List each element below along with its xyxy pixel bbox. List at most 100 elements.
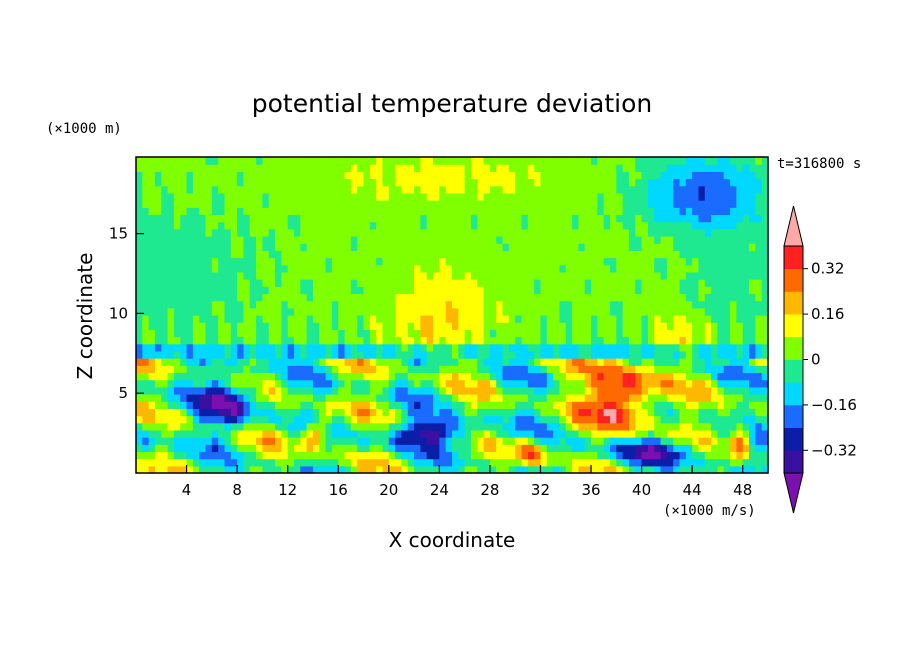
heatmap-cell [628,322,636,330]
heatmap-cell [243,307,251,316]
heatmap-cell [597,451,605,460]
heatmap-cell [243,415,251,424]
heatmap-cell [199,315,207,323]
heatmap-cell [357,372,365,381]
heatmap-cell [534,171,542,180]
heatmap-cell [211,415,219,424]
heatmap-cell [723,350,731,359]
heatmap-cell [388,171,396,180]
heatmap-cell [559,286,567,295]
heatmap-cell [262,185,270,194]
heatmap-cell [319,372,327,381]
heatmap-cell [388,228,396,237]
heatmap-cell [287,221,295,230]
heatmap-cell [730,250,737,259]
heatmap-cell [477,444,485,453]
heatmap-cell [319,465,327,474]
heatmap-cell [591,415,598,424]
heatmap-cell [717,386,725,395]
heatmap-cell [711,164,719,172]
heatmap-cell [420,243,428,251]
heatmap-cell [148,365,156,374]
heatmap-cell [673,394,681,402]
heatmap-cell [230,394,238,402]
heatmap-cell [192,465,200,474]
heatmap-cell [578,178,586,187]
heatmap-cell [578,293,586,302]
heatmap-cell [603,437,611,445]
heatmap-cell [407,343,415,352]
heatmap-cell [287,236,295,244]
heatmap-cell [414,228,421,237]
heatmap-cell [742,451,750,460]
heatmap-cell [742,315,750,323]
heatmap-cell [268,329,276,338]
heatmap-cell [331,329,339,338]
heatmap-cell [565,322,573,330]
heatmap-cell [148,185,156,194]
heatmap-cell [711,307,719,316]
heatmap-cell [230,178,238,187]
heatmap-cell [331,408,339,417]
heatmap-cell [578,200,586,208]
heatmap-cell [521,372,529,381]
heatmap-cell [350,192,358,201]
heatmap-cell [470,286,478,295]
heatmap-cell [256,185,263,194]
heatmap-cell [357,386,365,395]
heatmap-cell [287,322,295,330]
heatmap-cell [660,379,668,388]
heatmap-cell [401,329,409,338]
heatmap-cell [635,343,643,352]
heatmap-cell [565,343,573,352]
heatmap-cell [489,429,497,438]
heatmap-cell [755,271,763,280]
heatmap-cell [161,379,169,388]
heatmap-cell [275,437,282,445]
heatmap-cell [180,164,188,172]
heatmap-cell [477,192,485,201]
heatmap-cell [268,178,276,187]
heatmap-cell [723,164,731,172]
heatmap-cell [211,444,219,453]
heatmap-cell [553,429,561,438]
heatmap-cell [489,394,497,402]
heatmap-cell [224,322,232,330]
heatmap-cell [167,465,175,474]
heatmap-cell [742,336,750,345]
heatmap-cell [515,343,523,352]
heatmap-cell [167,322,175,330]
chart-title: potential temperature deviation [252,89,652,118]
heatmap-cell [673,343,681,352]
heatmap-cell [527,192,535,201]
heatmap-cell [622,157,630,165]
heatmap-cell [237,415,245,424]
heatmap-cell [685,178,693,187]
heatmap-cell [256,372,263,381]
heatmap-cell [401,422,409,431]
heatmap-cell [167,401,175,409]
heatmap-cell [591,271,598,280]
heatmap-cell [325,465,333,474]
heatmap-cell [281,185,289,194]
heatmap-cell [312,250,320,259]
heatmap-cell [666,286,674,295]
heatmap-cell [268,408,276,417]
heatmap-cell [685,343,693,352]
heatmap-cell [559,200,567,208]
heatmap-cell [660,458,668,467]
heatmap-cell [180,358,188,366]
heatmap-cell [395,343,403,352]
heatmap-cell [578,300,586,309]
heatmap-cell [426,228,434,237]
heatmap-cell [338,185,346,194]
heatmap-cell [464,178,472,187]
heatmap-cell [742,415,750,424]
heatmap-cell [382,336,390,345]
heatmap-cell [458,300,466,309]
heatmap-cell [692,315,700,323]
heatmap-cell [534,408,542,417]
heatmap-cell [477,236,485,244]
heatmap-cell [369,257,377,266]
heatmap-cell [262,236,270,244]
